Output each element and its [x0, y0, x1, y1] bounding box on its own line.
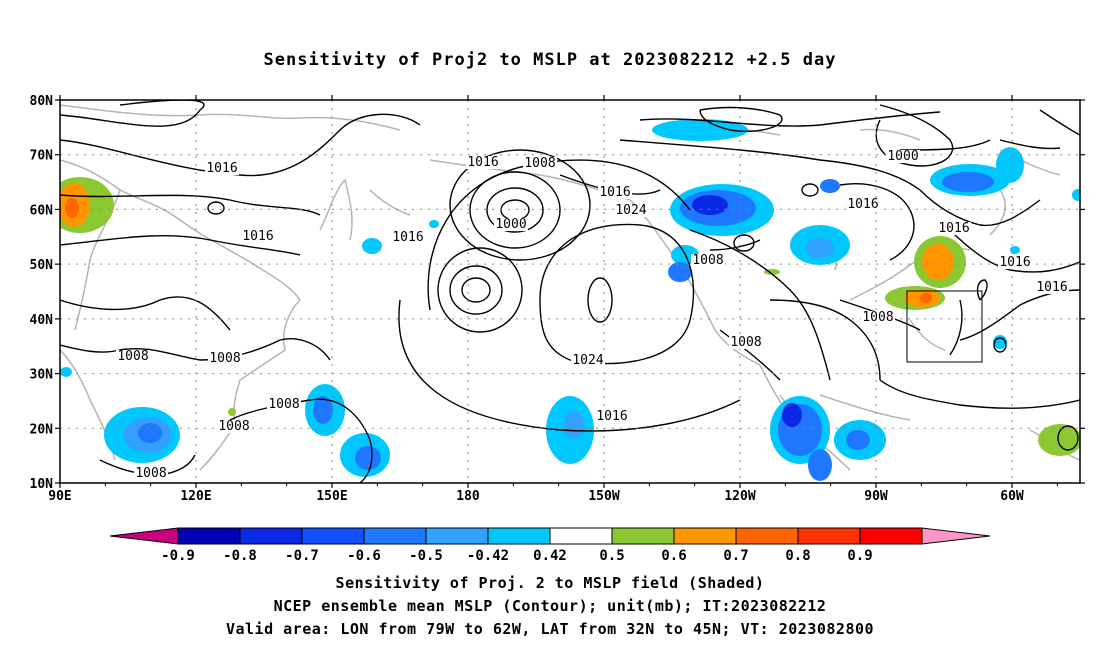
lon-tick-label: 150W [588, 489, 619, 504]
contour-labels: 1016 1016 1016 1008 1016 1000 1016 1024 1000 1016… [116, 149, 1069, 481]
lon-tick-label: 150E [316, 489, 347, 504]
lat-tick-label: 40N [30, 313, 54, 328]
colorbar-box [797, 527, 861, 545]
colorbar-tick-label: 0.8 [785, 548, 810, 564]
colorbar-tick-label: 0.6 [661, 548, 686, 564]
sensitivity-shading [60, 119, 1080, 481]
contour-label: 1008 [730, 335, 761, 350]
contour-label: 1008 [218, 419, 249, 434]
contour-label: 1016 [242, 229, 273, 244]
contour-label: 1008 [268, 397, 299, 412]
lat-tick-label: 70N [30, 149, 54, 164]
lat-tick-label: 50N [30, 258, 54, 273]
colorbar-box [301, 527, 365, 545]
colorbar-box [859, 527, 923, 545]
colorbar-tick-label: 0.9 [847, 548, 872, 564]
colorbar-box [673, 527, 737, 545]
colorbar-min-triangle [109, 527, 179, 545]
caption-line-2: NCEP ensemble mean MSLP (Contour); unit(… [273, 597, 827, 615]
colorbar-tick-label: -0.8 [223, 548, 257, 564]
colorbar-tick-label: -0.42 [467, 548, 509, 564]
colorbar-tick-label: 0.5 [599, 548, 624, 564]
lat-tick-label: 20N [30, 422, 54, 437]
contour-label: 1016 [467, 155, 498, 170]
lat-tick-label: 30N [30, 368, 54, 383]
contour-label: 1016 [847, 197, 878, 212]
contour-label: 1000 [495, 217, 526, 232]
valid-area-box [906, 290, 983, 363]
colorbar-box [425, 527, 489, 545]
contour-label: 1016 [596, 409, 627, 424]
lon-tick-label: 120E [180, 489, 211, 504]
lat-tick-label: 60N [30, 203, 54, 218]
contour-label: 1008 [862, 310, 893, 325]
plot-frame [59, 99, 1081, 484]
colorbar-tick-label: -0.7 [285, 548, 319, 564]
colorbar-box [177, 527, 241, 545]
colorbar-box [549, 527, 613, 545]
colorbar-max-triangle [921, 527, 991, 545]
contour-label: 1024 [572, 353, 603, 368]
lon-tick-label: 180 [456, 489, 480, 504]
lon-tick-label: 90W [864, 489, 888, 504]
contour-label: 1008 [524, 156, 555, 171]
colorbar-box [239, 527, 303, 545]
colorbar-tick-label: 0.7 [723, 548, 748, 564]
lon-tick-label: 120W [724, 489, 755, 504]
lat-tick-label: 10N [30, 477, 54, 492]
colorbar-tick-label: 0.42 [533, 548, 567, 564]
colorbar-tick-label: -0.6 [347, 548, 381, 564]
colorbar-box [735, 527, 799, 545]
contour-label: 1016 [1036, 280, 1067, 295]
contour-label: 1008 [135, 466, 166, 481]
contour-label: 1024 [615, 203, 646, 218]
contour-label: 1008 [117, 349, 148, 364]
contour-label: 1008 [692, 253, 723, 268]
contour-label: 1016 [999, 255, 1030, 270]
contour-label: 1000 [887, 149, 918, 164]
lat-tick-label: 80N [30, 94, 54, 109]
lon-tick-label: 60W [1000, 489, 1024, 504]
lon-tick-label: 90E [48, 489, 71, 504]
contour-label: 1016 [206, 161, 237, 176]
contour-label: 1016 [599, 185, 630, 200]
colorbar-box [363, 527, 427, 545]
caption-line-3: Valid area: LON from 79W to 62W, LAT fro… [225, 620, 875, 638]
caption-line-1: Sensitivity of Proj. 2 to MSLP field (Sh… [335, 574, 765, 592]
contour-label: 1016 [392, 230, 423, 245]
colorbar-tick-label: -0.5 [409, 548, 443, 564]
colorbar: -0.9 -0.8 -0.7 -0.6 -0.5 -0.42 0.42 0.5 0.6 0.7 0.… [109, 527, 991, 564]
contour-label: 1008 [209, 351, 240, 366]
colorbar-box [487, 527, 551, 545]
colorbar-box [611, 527, 675, 545]
contour-label: 1016 [938, 221, 969, 236]
chart-title: Sensitivity of Proj2 to MSLP at 20230822… [263, 50, 837, 70]
colorbar-tick-label: -0.9 [161, 548, 195, 564]
